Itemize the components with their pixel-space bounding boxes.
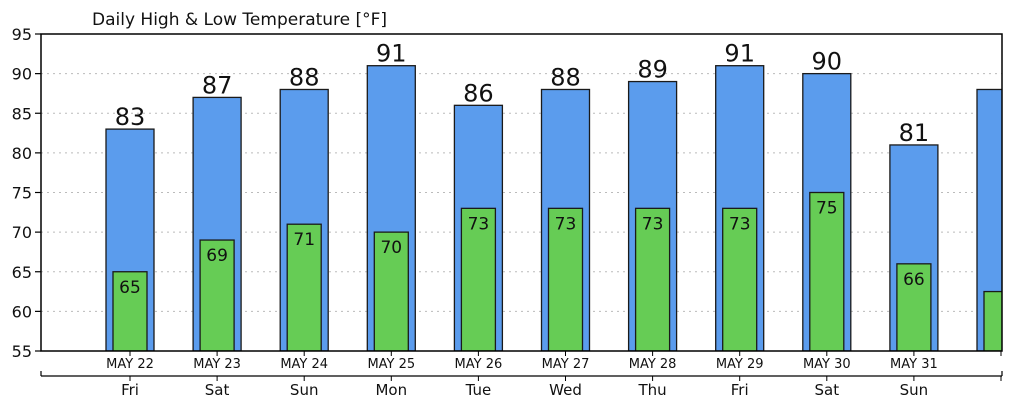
- day-label: Sat: [205, 381, 230, 399]
- low-temp-bar: [112, 271, 148, 351]
- date-label: MAY 30: [803, 357, 851, 372]
- day-label: Fri: [731, 381, 749, 399]
- high-temp-label: 87: [202, 71, 233, 99]
- y-tick-label: 65: [12, 263, 32, 282]
- day-label: Sun: [290, 381, 319, 399]
- low-temp-label: 71: [293, 230, 315, 250]
- low-temp-label: 73: [729, 214, 751, 234]
- low-temp-bar: [809, 191, 845, 351]
- day-label: Thu: [638, 381, 667, 399]
- low-temp-label: 73: [642, 214, 664, 234]
- high-temp-label: 86: [463, 79, 494, 107]
- high-temp-label: 88: [289, 63, 320, 91]
- low-temp-label: 66: [903, 270, 925, 290]
- date-label: MAY 22: [106, 357, 154, 372]
- high-temp-label: 81: [899, 119, 930, 147]
- date-label: MAY 24: [280, 357, 328, 372]
- day-label: Sun: [900, 381, 929, 399]
- date-label: MAY 23: [193, 357, 241, 372]
- high-temp-label: 83: [115, 103, 146, 131]
- low-temp-label: 69: [206, 246, 228, 266]
- low-temp-label: 75: [816, 199, 838, 219]
- date-label: MAY 31: [890, 357, 938, 372]
- low-temp-bar: [634, 207, 671, 351]
- y-tick-label: 95: [12, 25, 32, 44]
- date-label: MAY 28: [629, 357, 677, 372]
- y-tick-label: 90: [12, 65, 32, 84]
- low-temp-bar: [199, 239, 235, 351]
- low-temp-label: 73: [555, 214, 577, 234]
- y-axis: 55 60 65 70 75 80 85 90 95: [12, 25, 41, 361]
- low-temp-bar: [547, 207, 584, 351]
- low-temp-bar: [722, 207, 758, 351]
- day-label: Mon: [375, 381, 407, 399]
- low-temp-label: 70: [380, 238, 402, 258]
- value-labels: 83 65 87 69 88 71 91 70 86 73 88 73 89 73 91 73 90 75 81 66: [115, 40, 929, 298]
- high-temp-label: 88: [550, 63, 581, 91]
- y-tick-label: 75: [12, 184, 32, 203]
- chart-title: Daily High & Low Temperature [°F]: [92, 10, 387, 30]
- y-tick-label: 55: [12, 342, 32, 361]
- high-temp-label: 90: [812, 48, 843, 76]
- day-label: Tue: [465, 381, 492, 399]
- high-temp-label: 91: [724, 40, 755, 68]
- date-label: MAY 26: [455, 357, 503, 372]
- y-tick-label: 70: [12, 223, 32, 242]
- y-tick-label: 80: [12, 144, 32, 163]
- y-tick-label: 60: [12, 302, 32, 321]
- date-label: MAY 29: [716, 357, 764, 372]
- high-temp-label: 91: [376, 40, 407, 68]
- grid-lines: [41, 73, 1002, 312]
- date-label: MAY 27: [542, 357, 590, 372]
- x-axis: MAY 22 MAY 23 MAY 24 MAY 25 MAY 26 MAY 27 MAY …: [40, 351, 1003, 399]
- date-label: MAY 25: [367, 357, 415, 372]
- day-label: Wed: [549, 381, 582, 399]
- day-label: Fri: [121, 381, 139, 399]
- low-temp-bar: [373, 231, 409, 351]
- low-temp-label: 73: [468, 214, 490, 234]
- low-temp-label: 65: [119, 278, 141, 298]
- y-tick-label: 85: [12, 104, 32, 123]
- low-temp-bar: [896, 263, 932, 351]
- low-temp-bar: [983, 290, 1002, 351]
- low-temp-bar: [286, 223, 322, 351]
- high-temp-label: 89: [637, 56, 668, 84]
- low-temp-bar: [460, 207, 497, 351]
- day-label: Sat: [814, 381, 839, 399]
- bars-group: [105, 65, 1002, 351]
